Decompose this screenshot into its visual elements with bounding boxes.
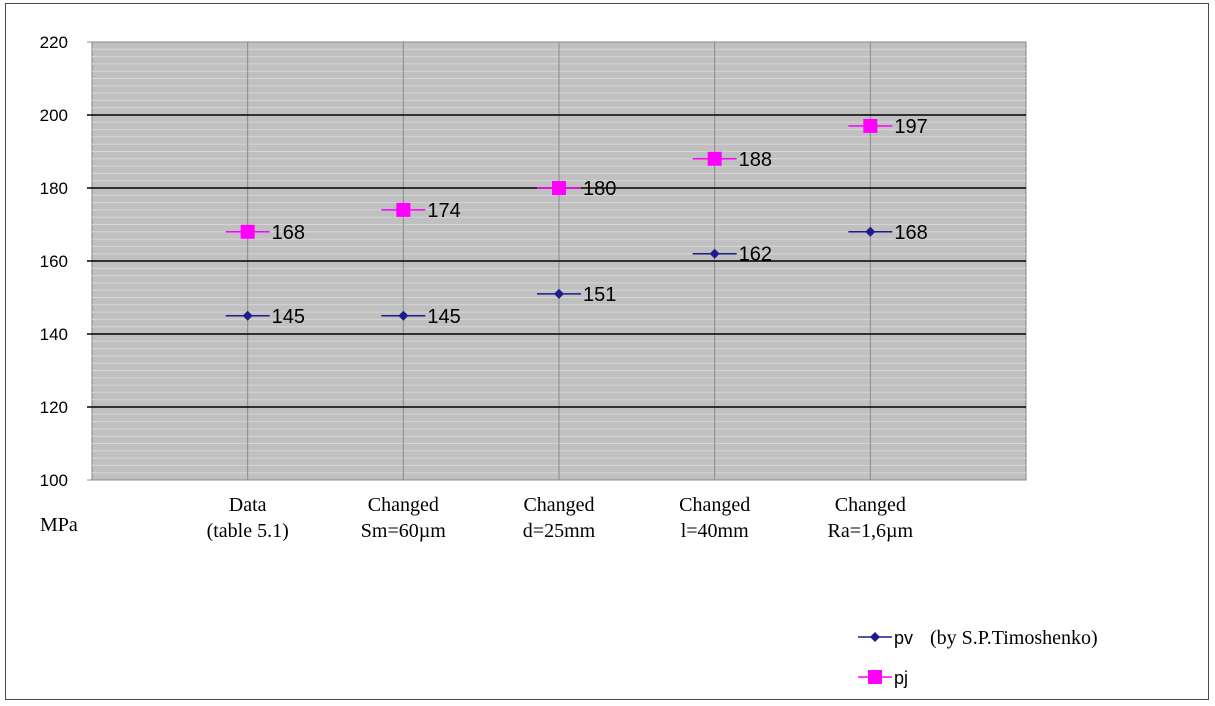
x-category-label-line: Changed [679,494,750,516]
y-axis-unit-label: MPa [40,514,78,536]
series-pj-data-label: 174 [427,200,460,222]
x-category-label-line: Ra=1,6µm [828,520,914,542]
series-pj-point [225,224,270,239]
x-category-label-line: Sm=60µm [361,520,446,542]
legend-pj-marker [868,670,882,684]
series-pv-point [692,248,737,259]
series-pv-marker [709,248,720,259]
series-pj-marker [707,151,722,166]
series-pv-marker [554,288,564,299]
series-pj-marker [240,224,255,239]
series-pj-point [692,151,737,166]
series-pj-point [537,181,581,195]
series-pv-point [381,310,426,321]
y-tick-label: 120 [40,398,68,417]
series-pv-data-label: 168 [894,222,927,244]
x-category-label-line: l=40mm [681,520,749,542]
series-pj-point [381,202,426,217]
y-tick-label: 160 [40,252,68,271]
series-pj-data-label: 168 [272,222,305,244]
series-pv-data-label: 145 [427,306,460,328]
series-pj-data-label: 188 [739,149,772,171]
series-pj-marker [863,118,878,133]
series-pv-point [225,310,270,321]
x-category-label: Changed l=40mm [679,494,750,542]
x-category-label: Changed Sm=60µm [361,494,446,542]
x-category-label-line: Changed [368,494,439,516]
x-category-label-line: Changed [835,494,906,516]
y-tick-label: 200 [40,106,68,125]
series-pv-data-label: 162 [739,244,772,266]
y-tick-label: 100 [40,471,68,490]
legend-pv-marker [870,632,880,642]
x-category-label: Data (table 5.1) [207,494,289,542]
series-pv-marker [242,310,253,321]
chart-frame: 100 120 140 160 180 200 220 Data (table 5.1) Cha… [5,3,1209,700]
legend-pv-entry: pv (by S.P.Timoshenko) [858,627,1098,649]
x-category-label-line: Changed [523,494,594,516]
series-pj-marker [396,202,411,217]
series-pv-data-label: 145 [272,306,305,328]
legend-pj-entry: pj [858,668,908,688]
y-tick-label: 180 [40,179,68,198]
legend-pj-label: pj [894,668,908,688]
series-pv-data-label: 151 [583,284,616,306]
legend-pv-label: pv [894,628,913,648]
series-pj-marker [552,181,566,195]
x-category-label-line: Data [229,494,267,516]
y-tick-label: 220 [40,33,68,52]
series-pv-point [537,288,581,299]
series-pv-marker [865,226,876,237]
legend-pv-note: (by S.P.Timoshenko) [930,627,1098,649]
chart-svg: 100 120 140 160 180 200 220 Data (table 5.1) Cha… [40,33,1098,688]
x-category-label-line: (table 5.1) [207,520,289,542]
series-pv-marker [398,310,409,321]
x-category-label: Changed d=25mm [523,494,596,542]
series-pj-data-label: 180 [583,178,616,200]
series-pj-point [848,118,893,133]
series-pj-data-label: 197 [894,116,927,138]
x-category-label: Changed Ra=1,6µm [828,494,914,542]
series-pv-point [848,226,893,237]
y-tick-label: 140 [40,325,68,344]
x-category-label-line: d=25mm [523,520,596,542]
